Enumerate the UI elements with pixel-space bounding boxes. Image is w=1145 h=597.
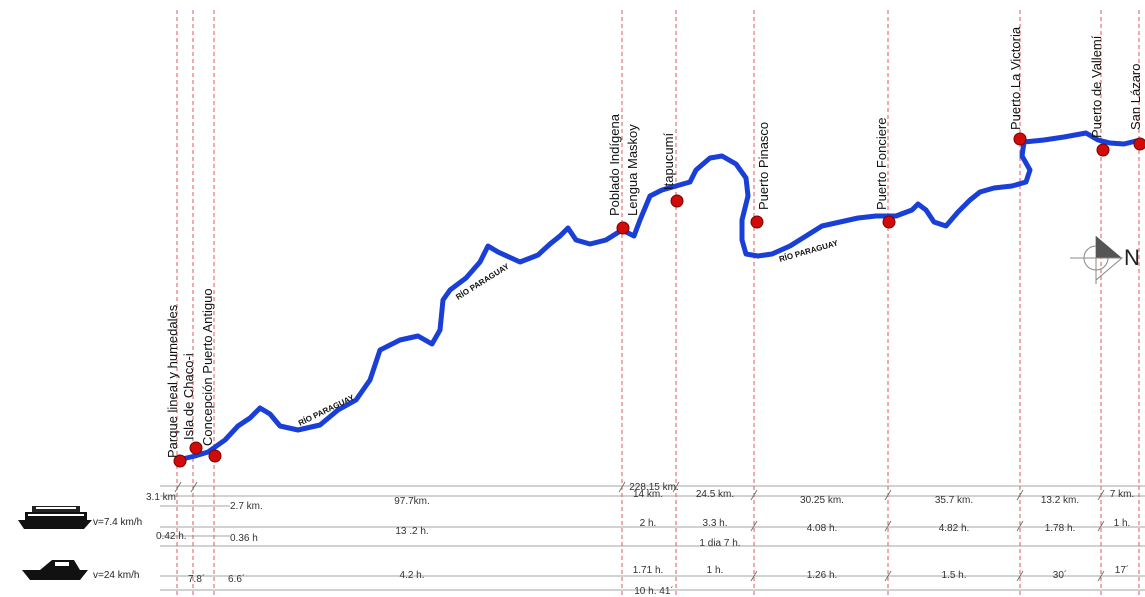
ship-speed: v=7.4 km/h	[93, 517, 142, 528]
stop-marker[interactable]	[1133, 137, 1145, 151]
place-label: Itapucumí	[661, 133, 676, 190]
boat-time-segment: 1.5 h.	[941, 570, 966, 581]
north-label: N	[1124, 245, 1140, 270]
distance-segment: 13.2 km.	[1041, 495, 1079, 506]
ship-time-row: 0.42 h. 0.36 h 13 .2 h. 2 h. 3.3 h. 4.08…	[156, 518, 1130, 549]
stop-marker[interactable]	[1096, 143, 1110, 157]
distance-first: 3.1 km	[146, 492, 176, 503]
stop-marker[interactable]	[208, 449, 222, 463]
place-label: San Lázaro	[1128, 64, 1143, 131]
place-label: Poblado Indígena	[607, 113, 622, 216]
stop-marker[interactable]	[670, 194, 684, 208]
stop-marker[interactable]	[173, 454, 187, 468]
ship-time-segment: 13 .2 h.	[395, 526, 428, 537]
distance-second: 2.7 km.	[230, 501, 263, 512]
ship-time-segment: 1.78 h.	[1045, 523, 1076, 534]
place-label: Puerto Pinasco	[756, 122, 771, 210]
ship-time-segment: 3.3 h.	[702, 518, 727, 529]
stop-marker[interactable]	[616, 221, 630, 235]
ship-time-segment: 4.82 h.	[939, 523, 970, 534]
place-label: Isla de Chaco-i	[181, 353, 196, 440]
boat-time-segment: 1.26 h.	[807, 570, 838, 581]
stop-marker[interactable]	[750, 215, 764, 229]
river-label: RÍO PARAGUAY	[778, 238, 840, 264]
ship-time-first: 0.42 h.	[156, 531, 187, 542]
distance-segment: 14 km.	[633, 489, 663, 500]
paraguay-river	[175, 130, 1143, 463]
boat-time-row: 7.8´ 6.6´ 4.2 h. 1.71 h. 1 h. 1.26 h. 1.…	[188, 564, 1129, 597]
compass-icon: N	[1070, 236, 1140, 284]
boat-time-segment: 4.2 h.	[399, 570, 424, 581]
distance-segment: 35.7 km.	[935, 495, 973, 506]
boat-time-segment: 1 h.	[707, 565, 724, 576]
distance-segment: 97.7km.	[394, 496, 430, 507]
place-labels: Parque lineal y humedales Isla de Chaco-…	[165, 26, 1143, 458]
stops	[173, 132, 1145, 468]
distance-segment: 30.25 km.	[800, 495, 844, 506]
ship-time-second: 0.36 h	[230, 533, 258, 544]
cargo-ship-icon	[18, 506, 92, 529]
boat-time-segment: 1.71 h.	[633, 565, 664, 576]
guide-lines	[176, 10, 1140, 597]
ship-time-segment: 1 h.	[1114, 518, 1131, 529]
ship-time-total: 1 dia 7 h.	[699, 538, 740, 549]
place-label: Parque lineal y humedales	[165, 304, 180, 458]
distance-segment: 7 km.	[1110, 489, 1134, 500]
place-label: Puerto La Victoria	[1008, 26, 1023, 130]
stop-marker[interactable]	[1013, 132, 1027, 146]
dimension-lines	[160, 481, 1145, 591]
boat-time-segment: 17´	[1115, 564, 1129, 576]
ship-time-segment: 4.08 h.	[807, 523, 838, 534]
boat-time-segment: 30´	[1053, 569, 1067, 581]
place-label: Puerto Fonciere	[874, 118, 889, 211]
place-label: Lengua Maskoy	[625, 124, 640, 216]
total-distance: 228.15 km.	[629, 482, 678, 493]
speedboat-icon	[22, 560, 88, 580]
boat-time-total: 10 h. 41´	[634, 585, 673, 597]
distance-segment: 24.5 km.	[696, 489, 734, 500]
stop-marker[interactable]	[882, 215, 896, 229]
place-label: Puerto de Vallemí	[1089, 35, 1104, 138]
boat-time-second: 6.6´	[228, 573, 245, 585]
stop-marker[interactable]	[189, 441, 203, 455]
distance-row: 228.15 km. 3.1 km 2.7 km. 97.7km. 14 km.…	[146, 482, 1134, 512]
boat-speed: v=24 km/h	[93, 570, 139, 581]
place-label: Concepción Puerto Antiguo	[200, 288, 215, 446]
boat-time-first: 7.8´	[188, 573, 205, 585]
ship-time-segment: 2 h.	[640, 518, 657, 529]
